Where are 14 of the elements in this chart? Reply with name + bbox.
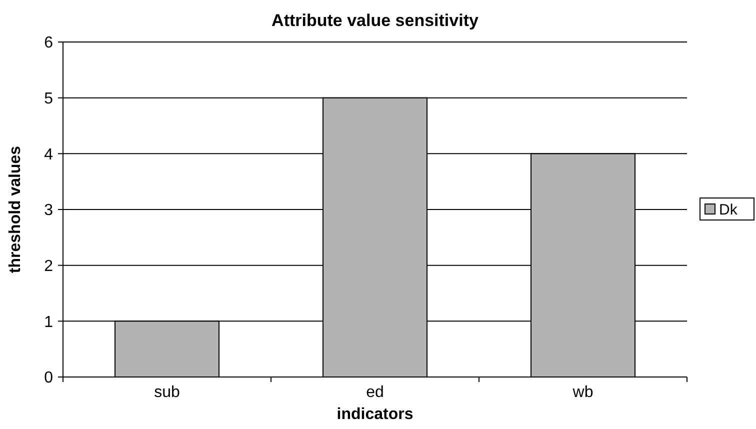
y-tick-label: 5 xyxy=(44,90,54,108)
x-tick-label: wb xyxy=(572,384,594,401)
x-tick-label: sub xyxy=(154,384,180,401)
chart-title: Attribute value sensitivity xyxy=(272,11,479,30)
y-axis-title: threshold values xyxy=(7,146,24,274)
x-tick-label: ed xyxy=(366,384,384,401)
legend-label: Dk xyxy=(719,201,738,218)
x-axis-title: indicators xyxy=(336,406,414,423)
y-tick-label: 2 xyxy=(44,258,54,275)
y-tick-label: 0 xyxy=(44,370,54,387)
y-tick-label: 3 xyxy=(44,202,54,220)
y-tick-label: 4 xyxy=(44,146,54,164)
y-tick-label: 1 xyxy=(44,314,54,331)
y-tick-label: 6 xyxy=(44,34,54,52)
